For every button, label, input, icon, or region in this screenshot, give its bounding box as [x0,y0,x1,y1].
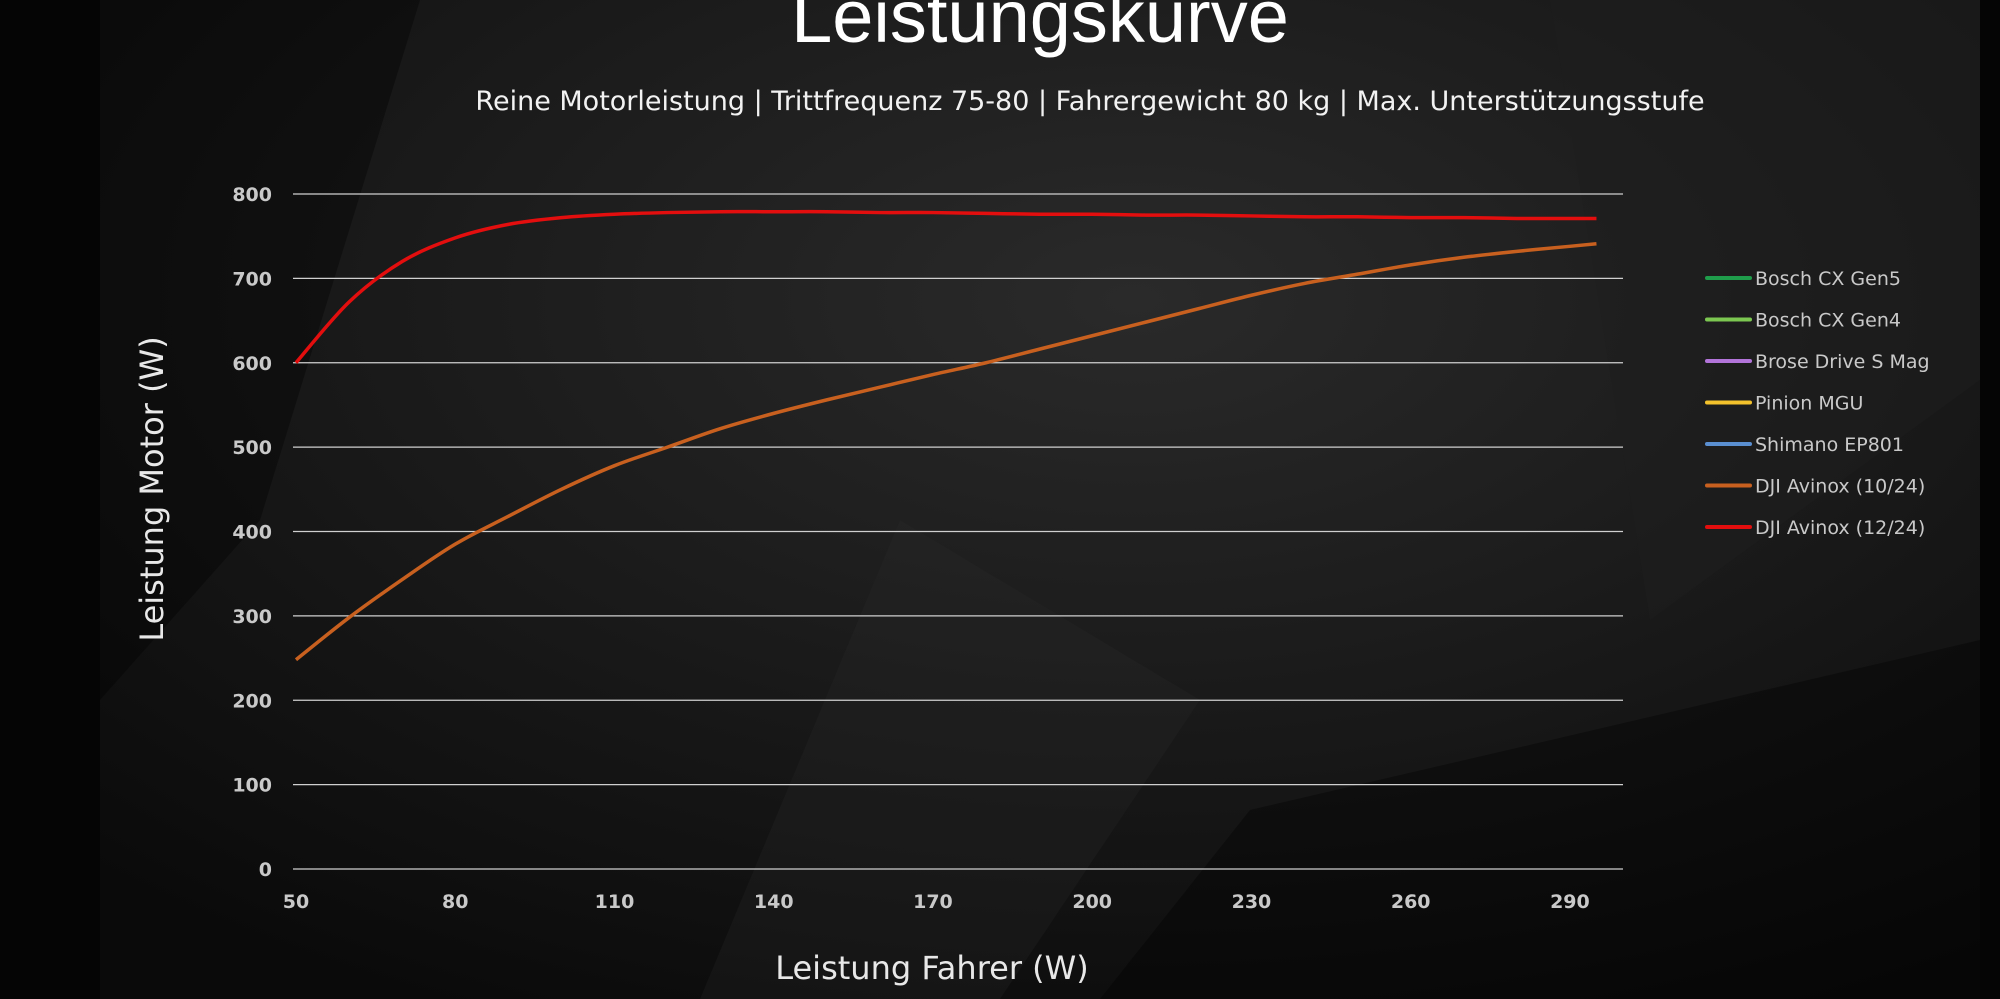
chart-title: Leistungskurve [791,0,1289,58]
legend-label: Brose Drive S Mag [1755,351,1930,373]
x-tick-label: 80 [442,891,468,913]
legend-label: DJI Avinox (12/24) [1755,517,1925,539]
x-tick-label: 230 [1232,891,1272,913]
x-tick-label: 290 [1550,891,1590,913]
legend-label: DJI Avinox (10/24) [1755,476,1925,498]
y-tick-label: 500 [232,437,272,459]
data-line [294,209,1597,364]
legend: Bosch CX Gen5 Bosch CX Gen4 Brose Drive S … [1705,268,1930,539]
legend-label: Shimano EP801 [1755,434,1904,456]
x-tick-label: 140 [754,891,794,913]
background-shape [100,0,420,700]
x-tick-label: 170 [913,891,953,913]
x-tick-label: 260 [1391,891,1431,913]
y-tick-label: 0 [259,859,272,881]
background-shape [700,520,1200,999]
y-axis-title: Leistung Motor (W) [133,336,171,641]
x-axis-title: Leistung Fahrer (W) [775,949,1089,987]
y-tick-label: 600 [232,353,272,375]
x-tick-label: 110 [595,891,635,913]
y-tick-label: 700 [232,268,272,290]
legend-label: Bosch CX Gen5 [1755,268,1901,290]
plot-lines [294,209,1597,662]
background-shape [1100,640,1980,999]
chart-subtitle: Reine Motorleistung | Trittfrequenz 75-8… [475,86,1704,117]
y-tick-label: 400 [232,522,272,544]
y-tick-label: 800 [232,184,272,206]
x-tick-label: 200 [1072,891,1112,913]
background-shape [1550,0,1980,620]
y-tick-label: 100 [232,775,272,797]
x-tick-label: 50 [283,891,309,913]
legend-label: Pinion MGU [1755,393,1863,415]
grid: 0 100 200 300 400 500 600 700 800 50 80 110 140 170 20… [232,184,1623,913]
y-tick-label: 200 [232,690,272,712]
data-line [294,242,1597,662]
y-tick-label: 300 [232,606,272,628]
legend-label: Bosch CX Gen4 [1755,310,1901,332]
